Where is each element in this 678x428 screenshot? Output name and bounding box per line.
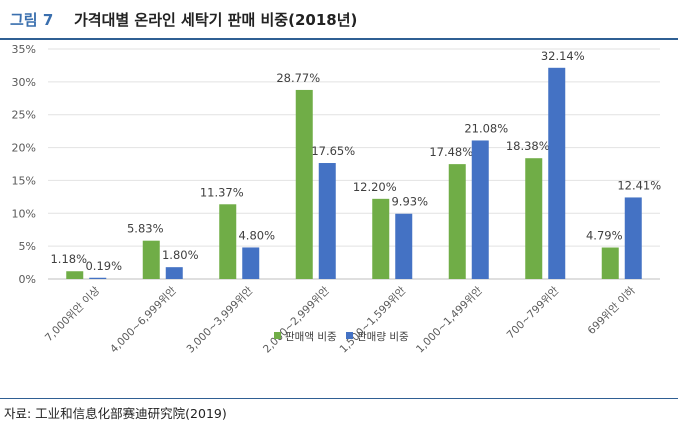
y-tick-label: 10% [12, 207, 36, 220]
bar-sales-volume [318, 163, 336, 279]
bar-sales-amount [219, 204, 237, 279]
y-tick-label: 20% [12, 142, 36, 155]
data-label: 28.77% [276, 71, 320, 85]
source-note: 자료: 工业和信息化部赛迪研究院(2019) [4, 406, 227, 421]
data-label: 11.37% [200, 185, 244, 199]
bar-sales-amount [66, 271, 84, 279]
figure-title: 가격대별 온라인 세탁기 판매 비중(2018년) [74, 11, 358, 29]
data-label: 21.08% [464, 121, 508, 135]
data-label: 12.41% [617, 178, 661, 192]
legend-swatch-sales-volume [346, 332, 353, 339]
y-tick-label: 5% [19, 240, 36, 253]
bar-sales-volume [548, 67, 566, 279]
data-label: 32.14% [541, 49, 585, 63]
bar-chart: 0% 5% 10% 15% 20% 25% 30% 35% 1.18%0.19% 7,000위안 … [12, 43, 662, 356]
data-label: 4.80% [238, 228, 275, 242]
data-label: 17.65% [311, 144, 355, 158]
bar-sales-amount [525, 158, 543, 279]
data-label: 1.80% [162, 248, 199, 262]
legend-label: 판매액 비중 [285, 331, 337, 343]
x-category-label: 1,500~1,599위안 [337, 284, 409, 356]
data-label: 0.19% [85, 259, 122, 273]
bar-sales-amount [448, 164, 466, 279]
source-divider [0, 398, 678, 399]
data-label: 17.48% [429, 145, 473, 159]
x-category-label: 1,000~1,499위안 [413, 284, 485, 356]
y-tick-label: 35% [12, 43, 36, 56]
bar-sales-amount [142, 240, 160, 279]
x-category-label: 700~799위안 [504, 284, 562, 342]
figure-title-bar: 그림 7 가격대별 온라인 세탁기 판매 비중(2018년) [0, 0, 678, 38]
x-category-label: 3,000~3,999위안 [184, 284, 256, 356]
bar-sales-volume [89, 277, 107, 279]
title-divider [0, 38, 678, 40]
x-category-label: 4,000~6,999위안 [107, 284, 179, 356]
y-tick-label: 0% [19, 273, 36, 286]
bar-sales-volume [395, 213, 413, 279]
y-tick-label: 25% [12, 109, 36, 122]
bar-sales-amount [372, 198, 390, 279]
bar-sales-volume [165, 267, 183, 279]
y-tick-label: 15% [12, 174, 36, 187]
x-category-label: 7,000위안 이상 [42, 284, 102, 344]
bar-sales-amount [601, 247, 619, 279]
data-label: 9.93% [391, 195, 428, 209]
x-category-label: 699위안 이하 [585, 284, 638, 337]
bar-sales-volume [242, 247, 260, 279]
data-label: 5.83% [127, 222, 164, 236]
y-tick-label: 30% [12, 76, 36, 89]
data-label: 18.38% [506, 139, 550, 153]
legend-label: 판매량 비중 [357, 331, 409, 343]
legend-swatch-sales-amount [274, 332, 281, 339]
figure-number: 그림 7 [10, 11, 54, 29]
bar-sales-volume [471, 140, 489, 279]
x-category-label: 2,000~2,999위안 [260, 284, 332, 356]
bar-sales-amount [295, 89, 313, 279]
data-label: 1.18% [50, 252, 87, 266]
data-label: 12.20% [353, 180, 397, 194]
bar-sales-volume [624, 197, 642, 279]
data-label: 4.79% [586, 229, 623, 243]
